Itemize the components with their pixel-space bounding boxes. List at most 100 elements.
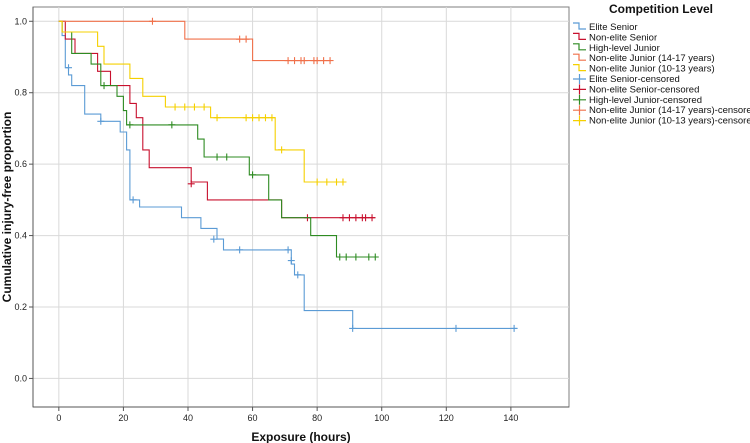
legend-line-swatch	[573, 22, 586, 30]
censor-mark	[313, 57, 321, 65]
legend-entry: High-level Junior	[573, 43, 660, 54]
plot-frame	[32, 6, 570, 408]
censor-mark	[294, 271, 302, 279]
censor-mark	[100, 82, 108, 90]
y-tick-label: 1.0	[14, 16, 27, 26]
tick-labels: 0 20 40 60 80 100 120 140 0.0 0.2 0.4 0.6 0.8 1.0	[14, 16, 518, 423]
censor-mark	[339, 178, 347, 186]
legend-label: Non-elite Senior	[589, 32, 657, 43]
series-3	[58, 17, 334, 65]
y-tick-label: 0.8	[14, 88, 27, 98]
legend-plus-swatch	[573, 84, 586, 95]
legend-line-swatch	[573, 53, 586, 61]
censor-mark	[349, 324, 357, 332]
survival-step-line	[58, 20, 347, 183]
legend-label: Non-elite Junior (14-17 years)	[589, 53, 715, 64]
legend-line-swatch	[573, 43, 586, 51]
censor-mark	[336, 253, 344, 261]
x-axis-title: Exposure (hours)	[251, 430, 350, 443]
censor-mark	[365, 253, 373, 261]
censor-mark	[261, 114, 269, 122]
censor-mark	[323, 178, 331, 186]
legend-label: Elite Senior	[589, 22, 638, 33]
series-0	[58, 20, 518, 332]
legend-title: Competition Level	[609, 2, 713, 16]
censor-mark	[168, 121, 176, 129]
censor-mark	[510, 324, 518, 332]
legend-entry: High-level Junior-censored	[573, 94, 702, 106]
legend-entry: Non-elite Junior (14-17 years)	[573, 53, 715, 64]
legend: Competition Level Elite SeniorNon-elite …	[573, 2, 750, 127]
censor-mark	[333, 178, 341, 186]
x-tick-label: 0	[56, 413, 61, 423]
legend-plus-swatch	[573, 74, 586, 84]
censor-mark	[362, 214, 370, 222]
censor-mark	[187, 180, 195, 188]
legend-line-swatch	[573, 32, 586, 40]
x-tick-label: 60	[248, 413, 258, 423]
legend-plus-swatch	[573, 105, 586, 116]
censor-mark	[242, 35, 250, 43]
axes	[32, 7, 569, 408]
censor-mark	[65, 64, 73, 72]
x-tick-label: 120	[439, 413, 454, 423]
censor-mark	[223, 153, 231, 161]
censor-mark	[452, 324, 460, 332]
censor-mark	[278, 146, 286, 154]
censor-mark	[368, 214, 376, 222]
legend-entry: Non-elite Senior	[573, 32, 657, 43]
censor-mark	[213, 153, 221, 161]
legend-label: Non-elite Senior-censored	[589, 84, 699, 95]
plot-area	[32, 6, 570, 408]
x-tick-label: 140	[503, 413, 518, 423]
series-1	[58, 20, 376, 222]
y-tick-label: 0.6	[14, 159, 27, 169]
series-4	[58, 20, 347, 186]
censor-mark	[249, 114, 257, 122]
legend-plus-swatch	[573, 115, 586, 126]
legend-entry: Elite Senior-censored	[573, 74, 680, 85]
legend-label: High-level Junior	[589, 43, 660, 54]
grid-lines	[33, 7, 569, 407]
legend-entry: Non-elite Junior (10-13 years)	[573, 64, 715, 75]
censor-mark	[171, 103, 179, 111]
legend-entry: Non-elite Senior-censored	[573, 84, 699, 95]
censor-mark	[126, 121, 134, 129]
legend-label: Non-elite Junior (10-13 years)	[589, 64, 715, 75]
legend-label: Non-elite Junior (10-13 years)-censored	[589, 116, 750, 127]
legend-line-swatch	[573, 63, 586, 72]
censor-mark	[352, 253, 360, 261]
y-tick-label: 0.0	[14, 373, 27, 383]
censor-mark	[284, 246, 292, 254]
censor-mark	[236, 246, 244, 254]
legend-entry: Non-elite Junior (10-13 years)-censored	[573, 116, 750, 127]
x-tick-label: 40	[183, 413, 193, 423]
censor-mark	[300, 57, 308, 65]
y-tick-label: 0.2	[14, 302, 27, 312]
censor-mark	[129, 196, 137, 204]
censor-mark	[210, 235, 218, 243]
censor-mark	[326, 57, 334, 65]
censor-mark	[200, 103, 208, 111]
legend-label: High-level Junior-censored	[589, 95, 702, 106]
x-tick-label: 80	[312, 413, 322, 423]
y-axis-title: Cumulative injury-free proportion	[0, 112, 14, 303]
censor-mark	[342, 253, 350, 261]
censor-mark	[249, 171, 257, 179]
censor-mark	[320, 57, 328, 65]
censor-mark	[242, 114, 250, 122]
series-layer	[58, 17, 518, 332]
censor-mark	[190, 103, 198, 111]
censor-mark	[181, 103, 189, 111]
legend-entry: Non-elite Junior (14-17 years)-censored	[573, 105, 750, 116]
x-tick-label: 100	[374, 413, 389, 423]
censor-mark	[371, 253, 379, 261]
survival-step-line	[58, 20, 376, 219]
censor-mark	[345, 214, 353, 222]
x-tick-label: 20	[118, 413, 128, 423]
censor-mark	[313, 178, 321, 186]
censor-mark	[255, 114, 263, 122]
censor-mark	[213, 114, 221, 122]
y-tick-label: 0.4	[14, 231, 27, 241]
